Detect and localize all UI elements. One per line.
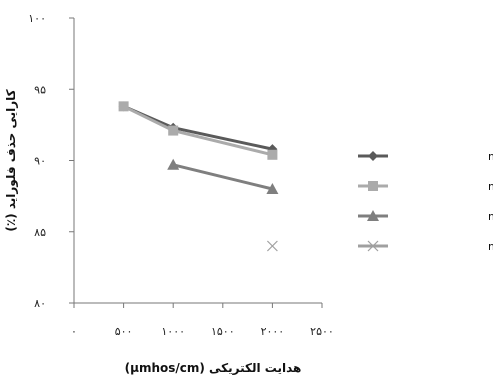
marker-stroke bbox=[266, 240, 278, 252]
x-tick-label: ۱۰۰۰ bbox=[161, 325, 185, 338]
x-axis-title: هدایت الکتریکی (µmhos/cm) bbox=[125, 361, 302, 375]
data-point bbox=[267, 149, 278, 160]
y-axis-ticks: ۸۰ ۸۵ ۹۰ ۹۵ ۱۰۰ bbox=[28, 12, 74, 310]
series-line bbox=[172, 163, 273, 191]
legend-swatch-marker bbox=[368, 181, 378, 191]
legend-label: سولفات = ۶۰۰ mg/l bbox=[488, 240, 493, 253]
legend: سولفات = ۰ mg/l سولفات = ۲۰۰ mg/l سولفات =… bbox=[358, 150, 493, 253]
x-tick-label: ۲۵۰۰ bbox=[310, 325, 334, 338]
x-tick-label: ۲۰۰۰ bbox=[261, 325, 285, 338]
legend-swatch-marker bbox=[367, 210, 379, 221]
x-tick-label: ۵۰۰ bbox=[115, 325, 133, 338]
data-point bbox=[168, 125, 179, 136]
legend-item-3: سولفات = ۴۰۰ mg/l bbox=[358, 210, 493, 223]
legend-label: سولفات = ۲۰۰ mg/l bbox=[488, 180, 493, 193]
series-3 bbox=[167, 158, 279, 194]
y-tick-label: ۹۰ bbox=[34, 155, 46, 168]
y-tick-label: ۹۵ bbox=[34, 83, 46, 96]
legend-item-2: سولفات = ۲۰۰ mg/l bbox=[358, 180, 493, 193]
data-point bbox=[167, 158, 180, 170]
y-axis-title: کارایی حذف فلوراید (٪) bbox=[4, 89, 19, 231]
series-line bbox=[122, 105, 273, 157]
legend-swatch-marker bbox=[367, 240, 379, 252]
x-tick-label: ۰ bbox=[71, 325, 77, 338]
legend-label: سولفات = ۴۰۰ mg/l bbox=[488, 210, 493, 223]
marker-stroke bbox=[367, 240, 379, 252]
x-axis-ticks: ۰ ۵۰۰ ۱۰۰۰ ۱۵۰۰ ۲۰۰۰ ۲۵۰۰ bbox=[71, 303, 334, 338]
x-tick-label: ۱۵۰۰ bbox=[211, 325, 235, 338]
series-4 bbox=[266, 240, 278, 252]
legend-swatch-marker bbox=[368, 151, 378, 161]
series-2 bbox=[118, 101, 278, 160]
y-tick-label: ۸۵ bbox=[34, 226, 46, 239]
y-tick-label: ۸۰ bbox=[34, 297, 46, 310]
legend-item-1: سولفات = ۰ mg/l bbox=[358, 150, 493, 163]
series-line bbox=[123, 104, 273, 151]
plot-area bbox=[73, 18, 322, 304]
data-point bbox=[266, 183, 279, 194]
y-tick-label: ۱۰۰ bbox=[28, 12, 46, 25]
legend-label: سولفات = ۰ mg/l bbox=[488, 150, 493, 163]
legend-item-4: سولفات = ۶۰۰ mg/l bbox=[358, 240, 493, 253]
data-point bbox=[266, 240, 278, 252]
data-point bbox=[118, 101, 129, 112]
series-layer bbox=[118, 101, 279, 252]
series-1 bbox=[118, 101, 278, 155]
